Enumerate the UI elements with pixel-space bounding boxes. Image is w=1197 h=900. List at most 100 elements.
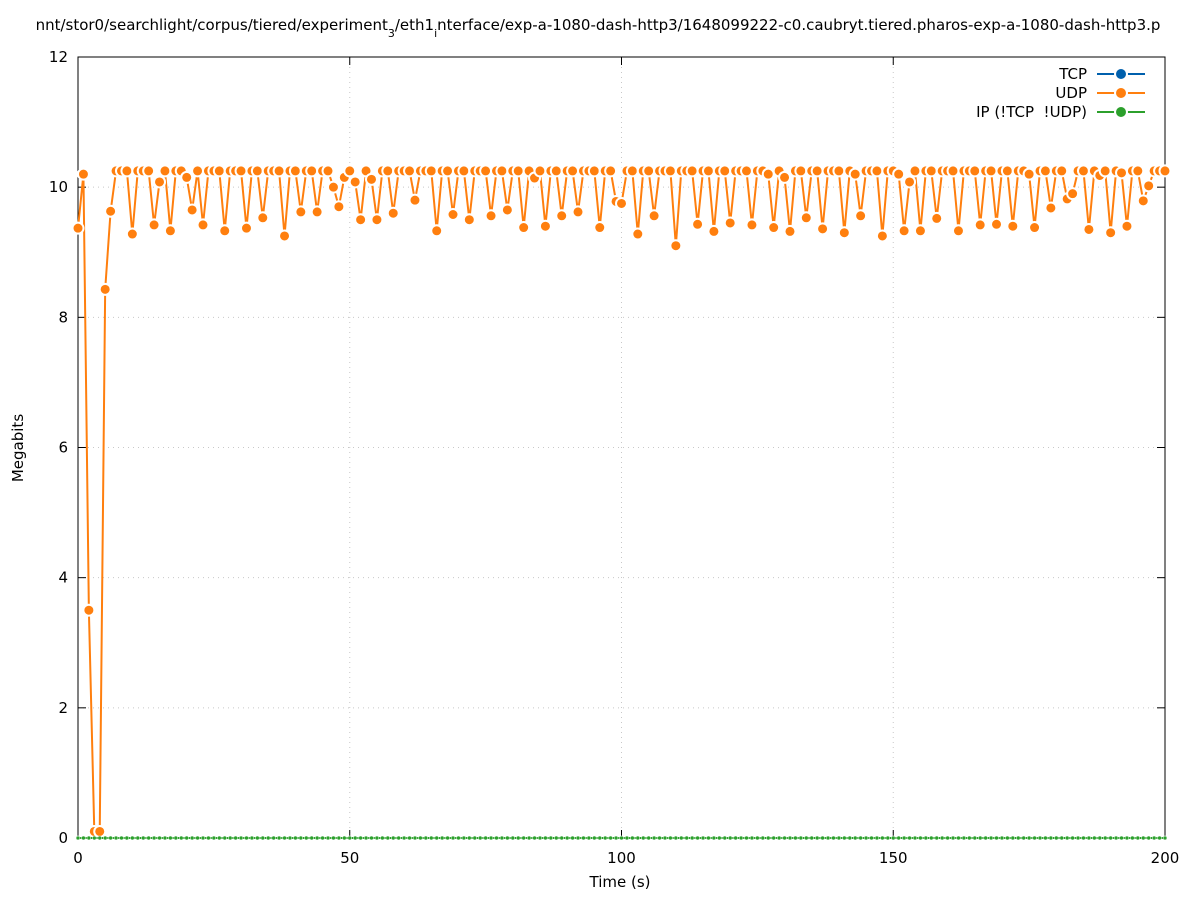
data-point (450, 835, 456, 841)
data-point (723, 216, 737, 230)
data-point (760, 835, 766, 841)
data-point (707, 224, 721, 238)
data-point (1066, 187, 1080, 201)
data-point (619, 835, 624, 841)
data-point (961, 835, 967, 841)
data-point (597, 835, 603, 841)
data-point (332, 200, 346, 214)
data-point (446, 208, 460, 222)
data-point (885, 835, 891, 841)
data-point (108, 835, 113, 841)
legend-swatch-point (1114, 86, 1128, 100)
data-point (745, 218, 759, 232)
data-point (939, 835, 945, 841)
data-point (526, 835, 532, 841)
title-part: i (434, 27, 437, 40)
data-point (761, 167, 775, 181)
data-point (396, 835, 401, 841)
data-point (515, 835, 521, 841)
title-part: 3 (388, 27, 395, 40)
data-point (608, 835, 613, 841)
data-point (570, 835, 575, 841)
data-point (1044, 201, 1058, 215)
data-point (227, 835, 233, 841)
data-point (407, 835, 412, 841)
data-point (184, 835, 189, 841)
data-point (321, 164, 335, 178)
data-point (238, 835, 244, 841)
data-point (1000, 164, 1014, 178)
data-point (309, 835, 314, 841)
data-point (477, 835, 483, 841)
data-point (820, 835, 825, 841)
data-point (647, 209, 661, 223)
data-point (82, 603, 96, 617)
data-point (195, 835, 200, 841)
data-point (537, 835, 543, 841)
legend-label: IP (!TCP !UDP) (976, 103, 1087, 121)
data-point (385, 835, 391, 841)
data-point (945, 835, 950, 841)
data-point (1119, 835, 1124, 841)
data-point (153, 175, 167, 189)
data-point (771, 835, 776, 841)
data-point (265, 835, 271, 841)
data-point (642, 164, 656, 178)
x-tick-label: 200 (1151, 849, 1180, 867)
data-point (794, 164, 808, 178)
data-point (625, 164, 639, 178)
data-point (832, 164, 846, 178)
data-point (783, 224, 797, 238)
data-point (499, 835, 505, 841)
data-point (250, 164, 264, 178)
y-tick-label: 0 (58, 829, 68, 847)
x-tick-label: 50 (340, 849, 359, 867)
data-point (310, 205, 324, 219)
data-point (461, 835, 467, 841)
data-point (1016, 835, 1021, 841)
y-tick-label: 2 (58, 699, 68, 717)
data-point (521, 835, 526, 841)
data-point (870, 164, 884, 178)
data-point (1108, 835, 1113, 841)
data-point (901, 835, 907, 841)
data-point (967, 835, 972, 841)
data-point (793, 835, 798, 841)
data-point (1022, 167, 1036, 181)
data-point (538, 219, 552, 233)
data-point (1005, 835, 1010, 841)
data-point (847, 835, 853, 841)
data-point (566, 164, 580, 178)
data-point (206, 835, 211, 841)
data-point (505, 835, 510, 841)
data-point (1120, 219, 1134, 233)
data-point (684, 835, 689, 841)
data-point (548, 835, 554, 841)
legend-swatch-point (1114, 67, 1128, 81)
data-point (848, 167, 862, 181)
data-point (689, 835, 695, 841)
data-point (983, 835, 988, 841)
data-point (896, 835, 901, 841)
data-point (456, 835, 461, 841)
data-point (685, 164, 699, 178)
y-tick-label: 12 (49, 48, 68, 66)
data-point (217, 835, 222, 841)
data-point (401, 835, 407, 841)
data-point (651, 835, 657, 841)
data-point (180, 170, 194, 184)
data-point (234, 164, 248, 178)
data-point (276, 835, 282, 841)
data-point (348, 175, 362, 189)
data-point (718, 164, 732, 178)
data-point (93, 824, 107, 838)
data-point (179, 835, 184, 841)
data-point (908, 164, 922, 178)
data-point (717, 835, 722, 841)
data-point (1054, 835, 1059, 841)
y-tick-label: 10 (49, 178, 68, 196)
data-point (615, 196, 628, 210)
data-point (305, 164, 319, 178)
data-point (668, 835, 673, 841)
data-point (814, 835, 820, 841)
